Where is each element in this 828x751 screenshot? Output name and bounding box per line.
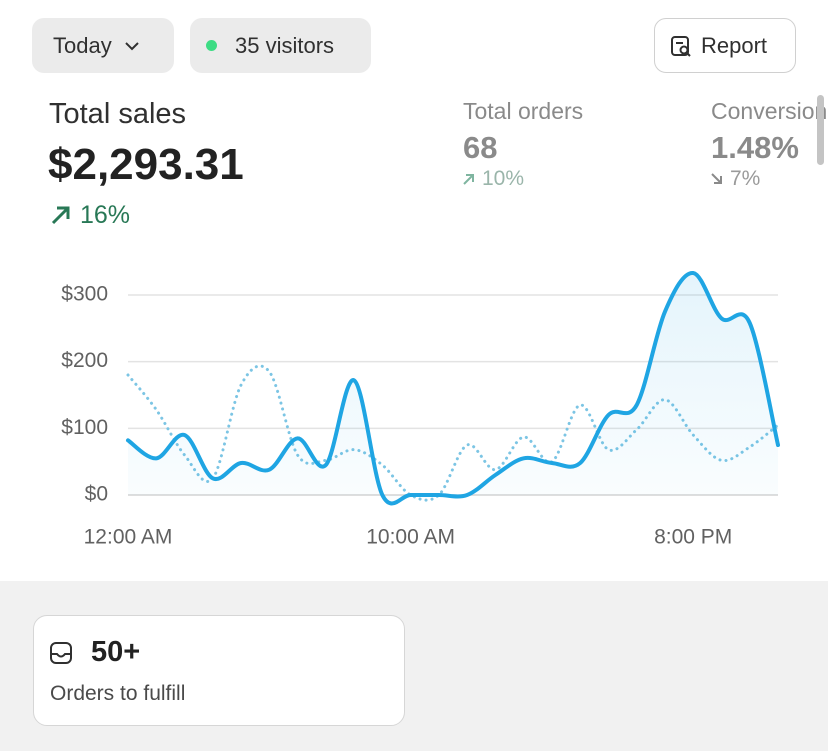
- metric-label: Conversion: [711, 98, 828, 124]
- x-tick-label: 10:00 AM: [366, 526, 455, 549]
- y-tick-label: $200: [61, 349, 108, 372]
- x-tick-label: 8:00 PM: [654, 526, 732, 549]
- down-arrow: [711, 173, 722, 184]
- dashboard: Today 35 visitors Report Total sales $2,…: [0, 0, 828, 581]
- live-dot: [206, 40, 217, 51]
- metric-label: Total sales: [49, 98, 187, 130]
- period: Today: [53, 32, 112, 58]
- sales-chart: $0 $100 $200 $300 12:00 AM 10:00 AM 8:00 PM: [61, 271, 780, 549]
- scrollbar[interactable]: [817, 95, 824, 165]
- report: Report: [701, 32, 768, 58]
- metric-value: 68: [463, 130, 498, 165]
- metric-value: 1.48%: [711, 130, 799, 165]
- inbox-icon: [50, 642, 72, 664]
- report-button[interactable]: Report: [654, 18, 796, 73]
- visitors: 35 visitors: [235, 32, 335, 58]
- up-arrow: [463, 174, 474, 185]
- metric-change: 10%: [482, 167, 525, 190]
- chevron: [125, 41, 139, 50]
- metric-change: 16%: [80, 201, 131, 229]
- fulfill-card[interactable]: 50+ Orders to fulfill: [33, 615, 405, 726]
- y-tick-label: $300: [61, 283, 108, 306]
- y-tick-label: $0: [85, 483, 108, 506]
- metric-change: 7%: [730, 167, 761, 190]
- visitors-badge[interactable]: 35 visitors: [190, 18, 371, 73]
- x-tick-label: 12:00 AM: [84, 526, 173, 549]
- y-tick-label: $100: [61, 416, 108, 439]
- up-arrow: [51, 206, 70, 225]
- report-icon: [671, 35, 691, 57]
- card-value: 50+: [91, 636, 141, 668]
- metric-label: Total orders: [463, 98, 584, 124]
- line: [126, 271, 780, 506]
- period-button[interactable]: Today: [32, 18, 174, 73]
- metric-value: $2,293.31: [48, 140, 244, 189]
- card-label: Orders to fulfill: [50, 682, 186, 705]
- line: [126, 364, 780, 502]
